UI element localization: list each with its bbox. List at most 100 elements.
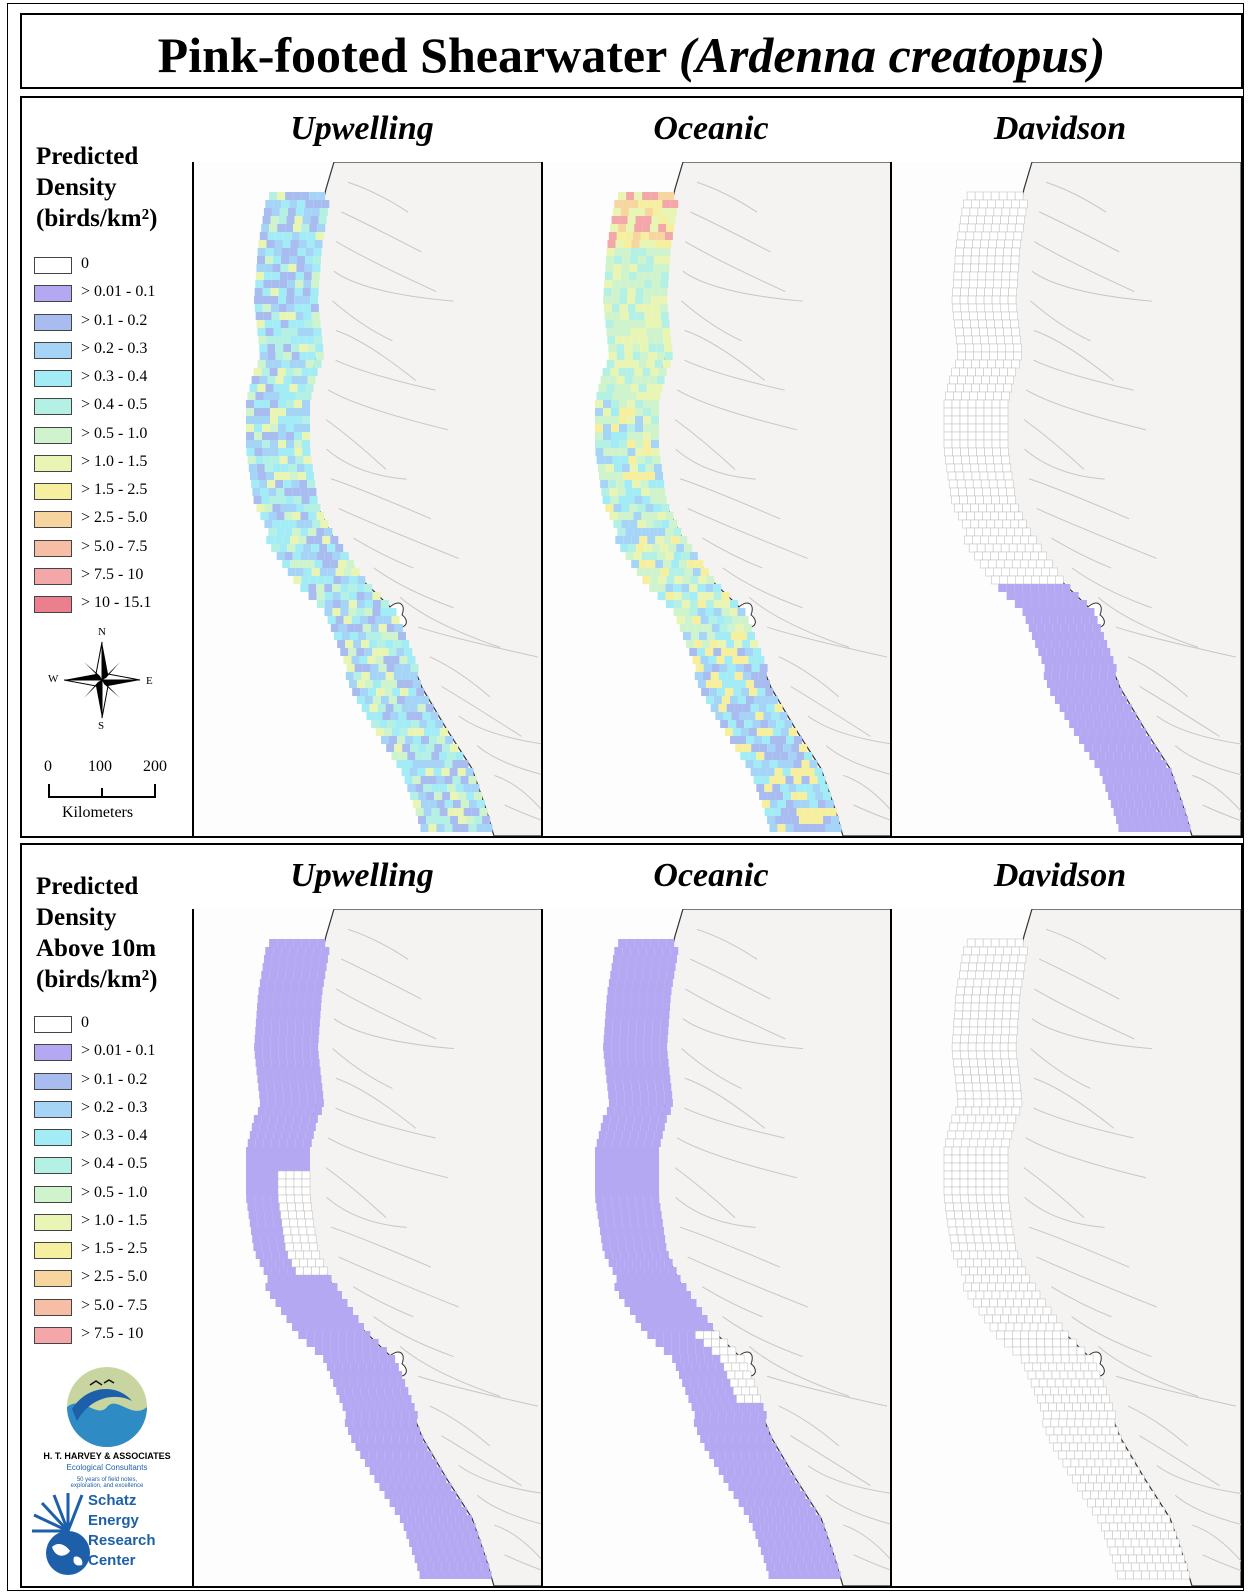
grid-cell — [612, 312, 621, 320]
grid-cell — [1029, 1298, 1038, 1308]
grid-cell — [767, 1507, 776, 1515]
grid-cell — [957, 343, 966, 353]
grid-cell — [612, 1027, 621, 1035]
grid-cell — [979, 327, 988, 337]
grid-cell — [303, 392, 312, 400]
grid-cell — [1020, 1330, 1029, 1340]
grid-cell — [1113, 1514, 1123, 1524]
grid-cell — [759, 744, 768, 752]
grid-cell — [287, 312, 296, 320]
grid-cell — [315, 1275, 324, 1283]
grid-cell — [725, 688, 734, 696]
grid-cell — [281, 1283, 290, 1291]
grid-cell — [279, 208, 288, 216]
grid-cell — [255, 272, 264, 280]
grid-cell — [1148, 816, 1157, 824]
grid-cell — [314, 536, 323, 544]
grid-cell — [676, 568, 685, 576]
grid-cell — [652, 280, 661, 288]
grid-cell — [990, 970, 1000, 980]
grid-cell — [1049, 656, 1058, 664]
grid-cell — [1073, 728, 1082, 736]
grid-cell — [269, 939, 278, 947]
grid-cell — [620, 392, 629, 400]
grid-cell — [252, 488, 261, 496]
grid-cell — [286, 963, 295, 971]
grid-cell — [643, 1187, 651, 1195]
grid-cell — [713, 600, 722, 608]
grid-cell — [601, 1235, 610, 1243]
grid-cell — [790, 768, 799, 776]
grid-cell — [613, 264, 622, 272]
grid-cell — [283, 352, 292, 360]
grid-cell — [993, 391, 1002, 401]
grid-cell — [724, 728, 733, 736]
grid-cell — [1066, 1418, 1076, 1428]
grid-cell — [994, 263, 1003, 273]
grid-cell — [1014, 600, 1023, 608]
grid-cell — [1005, 978, 1015, 988]
grid-cell — [969, 1018, 979, 1028]
grid-cell — [1034, 1306, 1044, 1316]
grid-cell — [305, 256, 314, 264]
legend-label: > 10 - 15.1 — [81, 594, 152, 611]
grid-cell — [364, 592, 373, 600]
grid-cell — [391, 1435, 400, 1443]
grid-cell — [817, 824, 826, 832]
grid-cell — [303, 544, 312, 552]
compass-w-label: W — [48, 673, 59, 685]
grid-cell — [286, 1147, 294, 1155]
terrain-ridge — [778, 656, 840, 698]
grid-cell — [1118, 760, 1127, 768]
terrain-ridge — [702, 537, 763, 569]
grid-cell — [408, 1491, 417, 1499]
grid-cell — [707, 1403, 716, 1411]
grid-cell — [630, 256, 639, 264]
grid-cell — [995, 1282, 1004, 1292]
grid-cell — [749, 1491, 758, 1499]
grid-cell — [632, 352, 641, 360]
grid-cell — [1088, 1362, 1098, 1372]
grid-cell — [259, 344, 268, 352]
grid-cell — [1124, 744, 1133, 752]
grid-cell — [430, 1555, 439, 1563]
grid-cell — [380, 600, 389, 608]
grid-cell — [991, 399, 1001, 409]
grid-cell — [605, 504, 614, 512]
grid-cell — [1060, 624, 1069, 632]
grid-cell — [604, 1059, 613, 1067]
grid-cell — [386, 624, 395, 632]
grid-cell — [381, 1379, 390, 1387]
grid-cell — [293, 192, 302, 200]
grid-cell — [289, 1075, 298, 1083]
grid-cell — [273, 1075, 282, 1083]
grid-cell — [961, 1018, 971, 1028]
grid-cell — [662, 360, 671, 368]
grid-cell — [388, 608, 397, 616]
grid-cell — [990, 487, 999, 497]
grid-cell — [699, 1403, 708, 1411]
grid-cell — [666, 576, 675, 584]
grid-cell — [746, 736, 755, 744]
grid-cell — [299, 1234, 309, 1244]
grid-cell — [611, 448, 620, 456]
grid-cell — [1008, 287, 1017, 297]
grid-cell — [1055, 575, 1064, 585]
grid-cell — [792, 1571, 801, 1579]
grid-cell — [380, 680, 389, 688]
grid-cell — [293, 1242, 302, 1252]
grid-cell — [409, 768, 418, 776]
grid-cell — [281, 256, 290, 264]
grid-cell — [1091, 704, 1100, 712]
grid-cell — [298, 240, 307, 248]
grid-cell — [625, 552, 634, 560]
grid-cell — [347, 1395, 356, 1403]
grid-cell — [964, 479, 974, 489]
grid-cell — [277, 224, 286, 232]
grid-cell — [272, 504, 281, 512]
grid-cell — [650, 496, 659, 504]
grid-cell — [964, 335, 973, 345]
grid-cell — [1144, 1530, 1153, 1540]
grid-cell — [310, 304, 319, 312]
grid-cell — [975, 1186, 985, 1196]
